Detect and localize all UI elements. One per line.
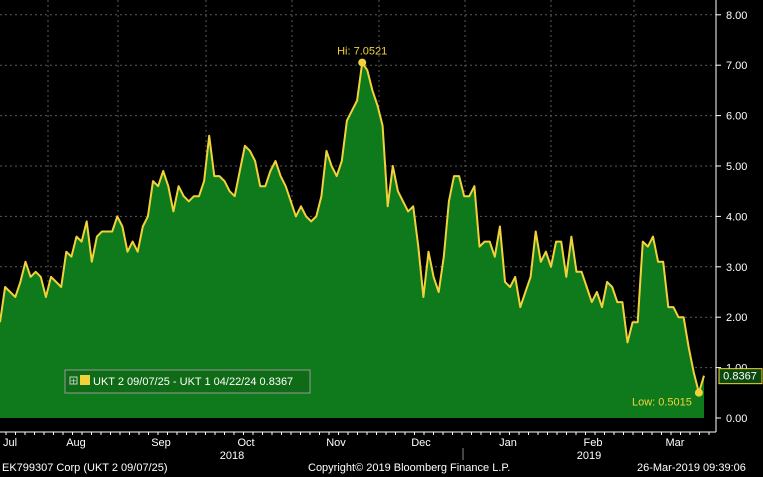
spread-line <box>0 61 705 394</box>
last-value-box <box>718 368 763 385</box>
x-month-label: Nov <box>326 437 346 449</box>
legend[interactable]: + UKT 2 09/07/25 - UKT 1 04/22/24 0.8367 <box>64 369 311 394</box>
x-month-label: Jul <box>3 437 17 449</box>
y-tick-label: 3.00 <box>726 262 747 274</box>
last-value-label: 0.8367 <box>723 371 757 383</box>
copyright-label: Copyright© 2019 Bloomberg Finance L.P. <box>308 462 511 474</box>
spread-area-chart: 0.001.002.003.004.005.006.007.008.00 Jul… <box>0 0 763 460</box>
legend-label: UKT 2 09/07/25 - UKT 1 04/22/24 0.8367 <box>93 376 293 388</box>
timestamp-label: 26-Mar-2019 09:39:06 <box>637 462 746 474</box>
x-month-label: Jan <box>499 437 517 449</box>
legend-box <box>64 369 311 394</box>
y-tick-label: 2.00 <box>726 312 747 324</box>
x-month-label: Feb <box>584 437 603 449</box>
y-tick-label: 5.00 <box>726 161 747 173</box>
x-month-label: Oct <box>237 437 254 449</box>
y-tick-label: 8.00 <box>726 10 747 22</box>
legend-expand-glyph: + <box>70 377 77 386</box>
x-month-label: Dec <box>411 437 431 449</box>
legend-expand-icon[interactable] <box>69 376 78 385</box>
x-year-label: 2019 <box>577 450 601 460</box>
y-tick-label: 4.00 <box>726 211 747 223</box>
low-marker <box>694 388 703 397</box>
x-axis-ticks: Jul Aug Sep Oct Nov Dec Jan Feb Mar 2018 2019 <box>3 432 710 460</box>
x-month-label: Aug <box>66 437 86 449</box>
y-tick-label: 6.00 <box>726 111 747 123</box>
low-annotation: Low: 0.5015 <box>632 397 692 409</box>
legend-swatch <box>80 375 90 385</box>
security-label: EK799307 Corp (UKT 2 09/07/25) <box>2 462 168 474</box>
last-value-tag: 0.8367 <box>718 368 763 385</box>
x-month-label: Sep <box>151 437 171 449</box>
high-marker <box>358 58 367 67</box>
high-annotation: Hi: 7.0521 <box>337 46 387 58</box>
x-year-label: 2018 <box>220 450 244 460</box>
y-tick-label: 7.00 <box>726 60 747 72</box>
footer-bar: EK799307 Corp (UKT 2 09/07/25) Copyright… <box>0 460 763 477</box>
y-tick-label: 0.00 <box>726 413 747 425</box>
spread-area-fill <box>0 62 704 418</box>
y-axis-ticks: 0.001.002.003.004.005.006.007.008.00 <box>716 10 747 425</box>
x-month-label: Mar <box>666 437 685 449</box>
